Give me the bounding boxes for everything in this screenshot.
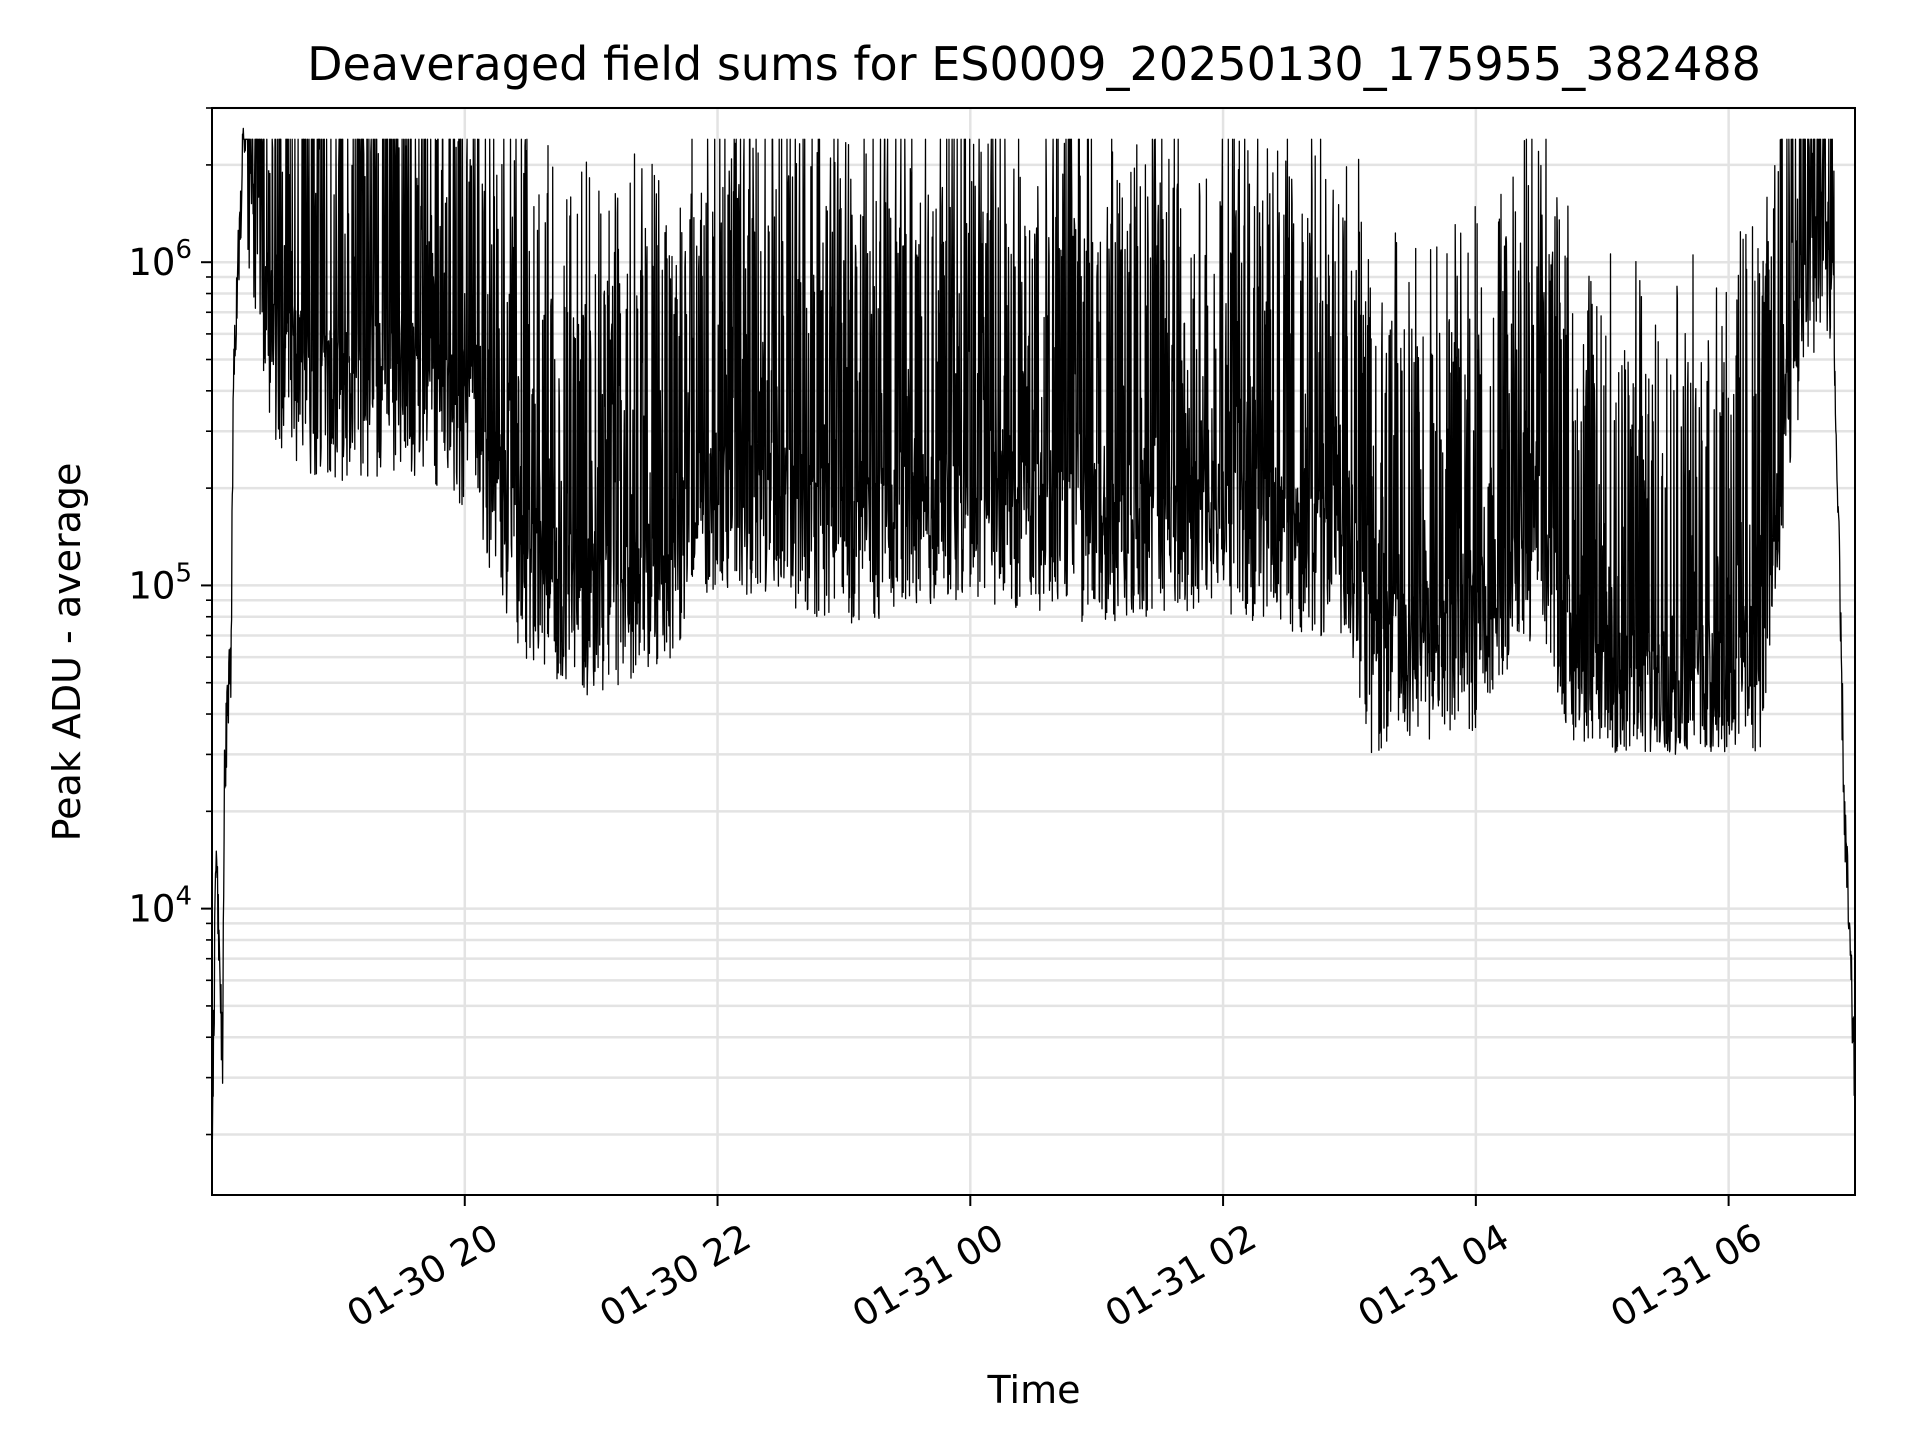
y-tick-label: 105 xyxy=(128,558,192,607)
y-tick-label: 104 xyxy=(128,882,192,931)
y-tick-label: 106 xyxy=(128,235,192,284)
chart-title: Deaveraged field sums for ES0009_2025013… xyxy=(307,37,1761,91)
plot-frame xyxy=(211,107,1856,1196)
axis-ticks xyxy=(201,107,1730,1206)
series-layer xyxy=(211,127,1856,1140)
series-line xyxy=(211,127,1856,1140)
y-axis-label: Peak ADU - average xyxy=(45,463,89,842)
x-axis-label: Time xyxy=(987,1368,1081,1412)
